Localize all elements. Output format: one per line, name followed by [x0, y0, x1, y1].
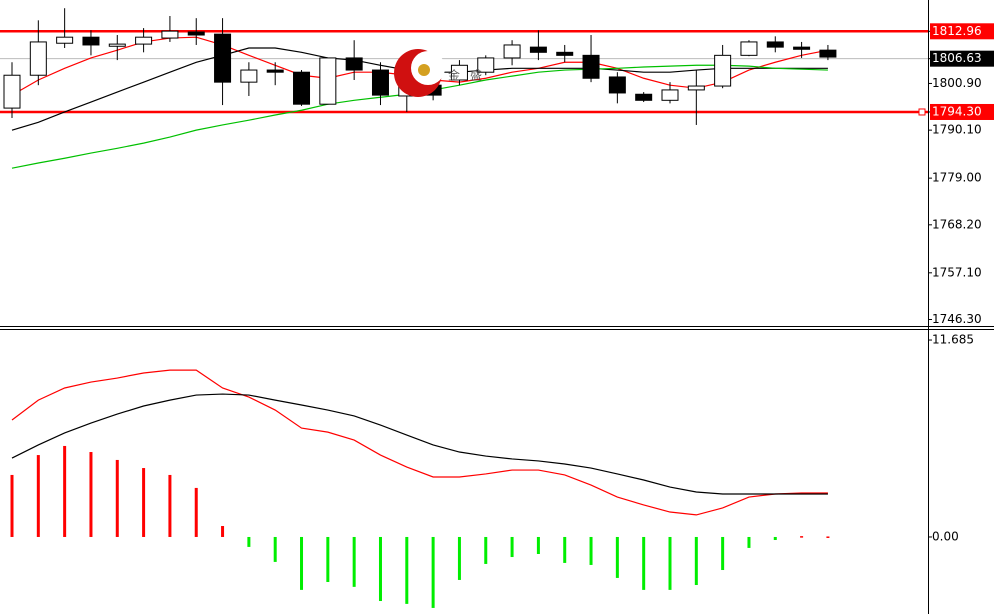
y-tick-label: 1768.20 [932, 217, 982, 231]
y-tick-label: 1790.10 [932, 123, 982, 137]
y-tick-label: 1806.63 [932, 51, 982, 65]
candle-body [608, 76, 626, 94]
y-tick-label: 0.00 [932, 529, 959, 543]
histogram-bar [378, 536, 382, 602]
candle-body [450, 64, 468, 81]
y-tick-label: 1794.30 [932, 104, 982, 118]
histogram-bar [615, 536, 619, 578]
candle-body [240, 69, 258, 83]
histogram-bar [826, 536, 830, 538]
candle-body [266, 69, 284, 73]
candle-body [661, 89, 679, 101]
candle-body [108, 43, 126, 47]
histogram-bar [168, 474, 172, 537]
histogram-bar [142, 468, 146, 537]
histogram-bar [405, 536, 409, 604]
histogram-bar [721, 536, 725, 571]
candle-body [82, 36, 100, 46]
candle-body [161, 30, 179, 39]
histogram-bar [563, 536, 567, 563]
candle-body [319, 57, 337, 105]
candle-body [371, 69, 389, 96]
y-tick-label: 1757.10 [932, 265, 982, 279]
histogram-bar [247, 536, 251, 547]
candle-body [635, 93, 653, 101]
candle-body [687, 85, 705, 91]
candle-body [556, 51, 574, 56]
y-tick-label: 1812.96 [932, 24, 982, 38]
y-tick-label: 1779.00 [932, 171, 982, 185]
y-tick-label: 1746.30 [932, 312, 982, 326]
histogram-bar [457, 536, 461, 580]
histogram-bar [642, 536, 646, 590]
histogram-bar [221, 526, 225, 537]
level-handle [918, 108, 926, 116]
histogram-bar [536, 536, 540, 554]
histogram-bar [115, 459, 119, 537]
histogram-bar [694, 536, 698, 586]
indicator-line [11, 369, 828, 516]
histogram-bar [273, 536, 277, 562]
histogram-bar [431, 536, 435, 608]
candle-body [740, 41, 758, 56]
candle-body [293, 71, 311, 105]
candle-body [345, 57, 363, 71]
histogram-bar [194, 487, 198, 537]
histogram-bar [326, 536, 330, 582]
price-label-box [930, 103, 994, 120]
candle-body [477, 57, 495, 73]
y-tick-label: 1800.90 [932, 76, 982, 90]
candle-body [3, 74, 21, 109]
indicator-line [11, 393, 828, 495]
histogram-bar [668, 536, 672, 590]
logo [418, 64, 430, 76]
candle-body [56, 36, 74, 44]
candle-body [214, 33, 232, 83]
histogram-bar [747, 536, 751, 548]
price-label-box [930, 50, 994, 67]
candle-body [187, 31, 205, 36]
histogram-bar [484, 536, 488, 564]
watermark: 金盛 [448, 68, 492, 83]
candle-body [529, 46, 547, 53]
histogram-bar [63, 445, 67, 537]
candle-body [766, 41, 784, 48]
histogram-bar [589, 536, 593, 565]
candle-body [582, 54, 600, 79]
histogram-bar [89, 452, 93, 537]
histogram-bar [352, 536, 356, 587]
histogram-bar [773, 536, 777, 541]
candle-body [29, 41, 47, 76]
histogram-bar [300, 536, 304, 590]
candle-body [714, 54, 732, 87]
candle-body [793, 46, 811, 50]
y-tick-label: 11.685 [932, 333, 974, 347]
price-label-box [930, 23, 994, 40]
histogram-bar [510, 536, 514, 558]
histogram-bar [10, 474, 14, 537]
histogram-bar [800, 536, 804, 538]
candle-body [135, 36, 153, 45]
histogram-bar [36, 455, 40, 537]
candle-body [503, 44, 521, 59]
candle-body [819, 49, 837, 58]
